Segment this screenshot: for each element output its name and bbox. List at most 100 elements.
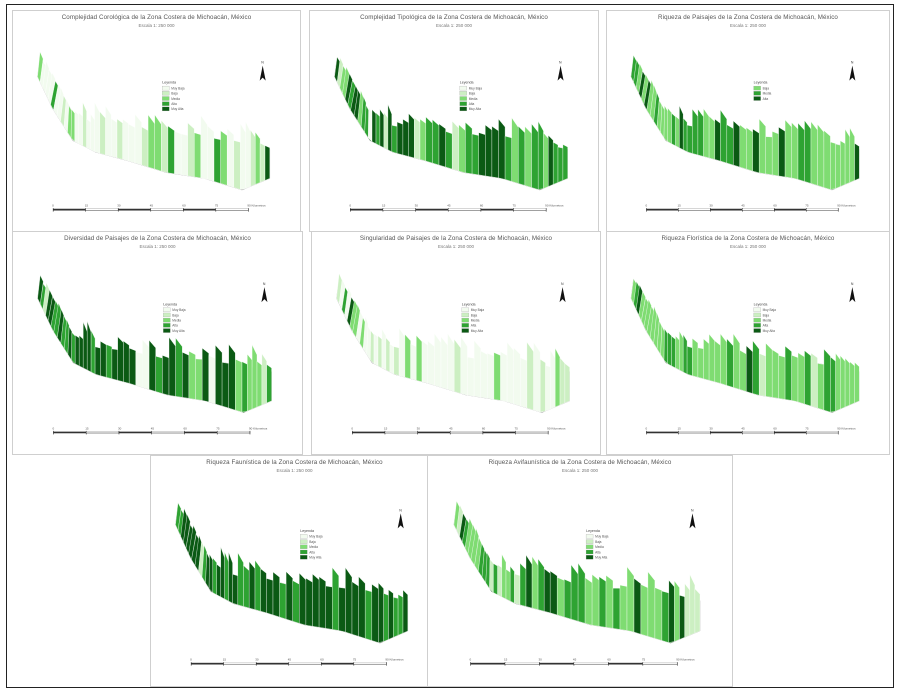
- scale-bar-label: 15: [223, 658, 227, 662]
- scale-bar: 0 15 30 45 60 75 90 Kilometros: [52, 426, 268, 435]
- landscape-unit: [245, 121, 251, 189]
- legend-swatch: [585, 534, 594, 539]
- landscape-unit: [674, 580, 680, 642]
- landscape-unit: [564, 579, 572, 620]
- landscape-unit: [497, 564, 502, 598]
- legend-item-label: Muy Alta: [309, 556, 321, 560]
- landscape-unit: [823, 130, 831, 190]
- legend-swatch: [461, 312, 469, 318]
- landscape-unit: [854, 143, 860, 181]
- landscape-unit: [122, 118, 129, 162]
- landscape-unit: [591, 574, 600, 627]
- north-arrow-shape: [559, 287, 566, 303]
- landscape-unit: [726, 338, 734, 388]
- landscape-unit: [835, 352, 841, 412]
- landscape-unit: [493, 352, 501, 401]
- legend-item-label: Media: [595, 545, 604, 549]
- landscape-unit: [605, 575, 614, 629]
- landscape-unit: [540, 358, 546, 413]
- landscape-unit: [365, 589, 372, 641]
- landscape-unit: [823, 348, 831, 413]
- landscape-unit: [498, 118, 506, 180]
- scale-bar-label: 45: [447, 204, 451, 208]
- legend-swatch: [753, 307, 761, 312]
- legend-swatch: [461, 318, 469, 323]
- scale-bar-segment: [184, 431, 218, 434]
- legend-item-label: Media: [309, 545, 318, 549]
- landscape-unit: [501, 554, 507, 600]
- landscape-unit: [778, 355, 786, 400]
- landscape-unit: [182, 351, 190, 399]
- landscape-unit: [79, 335, 84, 369]
- north-arrow-icon: N: [397, 508, 404, 529]
- legend-title: Leyenda: [460, 81, 474, 85]
- scale-bar-label: 90 Kilometros: [547, 426, 566, 430]
- map-panel-riqueza-floristica: Riqueza Florística de la Zona Costera de…: [606, 231, 890, 455]
- scale-bar-segment: [646, 431, 679, 434]
- scale-bar-segment: [642, 662, 678, 665]
- landscape-unit: [739, 124, 747, 170]
- landscape-unit: [251, 344, 258, 410]
- landscape-unit: [679, 331, 684, 373]
- landscape-unit: [279, 582, 287, 620]
- landscape-unit: [106, 344, 113, 379]
- landscape-unit: [216, 563, 221, 598]
- north-label: N: [691, 508, 694, 512]
- landscape-unit: [746, 345, 753, 394]
- landscape-unit: [557, 577, 565, 618]
- landscape-unit: [538, 121, 544, 190]
- map-panel-diversidad-paisajes: Diversidad de Paisajes de la Zona Coster…: [12, 231, 303, 455]
- landscape-unit: [544, 568, 551, 614]
- north-arrow-shape: [689, 513, 696, 529]
- landscape-unit: [332, 566, 339, 631]
- landscape-unit: [791, 354, 799, 403]
- north-arrow-icon: N: [559, 282, 566, 303]
- legend-title: Leyenda: [754, 81, 768, 85]
- landscape-unit: [692, 108, 699, 156]
- scale-bar-segment: [217, 431, 251, 434]
- scale-bar-label: 90 Kilometros: [676, 658, 695, 662]
- landscape-unit: [733, 333, 740, 390]
- north-arrow-shape: [397, 513, 404, 529]
- landscape-unit: [440, 336, 448, 390]
- landscape-unit: [200, 114, 208, 180]
- landscape-unit: [434, 333, 442, 388]
- map-scale-text: Escala 1: 250 000: [138, 23, 175, 28]
- landscape-unit: [784, 119, 792, 179]
- landscape-unit: [557, 146, 564, 183]
- landscape-unit: [416, 335, 423, 383]
- north-arrow-shape: [261, 287, 268, 303]
- scale-bar-label: 15: [382, 204, 386, 208]
- scale-bar-label: 30: [118, 426, 122, 430]
- landscape-unit: [188, 350, 196, 400]
- landscape-unit: [686, 346, 693, 376]
- landscape-unit: [215, 344, 223, 407]
- legend-swatch: [461, 328, 469, 333]
- landscape-unit: [266, 364, 272, 404]
- legend-item-label: Muy Baja: [595, 535, 609, 539]
- scale-bar-segment: [417, 431, 451, 434]
- scale-bar-segment: [470, 662, 506, 665]
- landscape-unit: [402, 118, 409, 157]
- scale-bar-segment: [539, 662, 575, 665]
- landscape-unit: [208, 355, 216, 405]
- landscape-unit: [784, 345, 792, 401]
- scale-bar-segment: [86, 431, 120, 434]
- landscape-unit: [679, 105, 684, 150]
- landscape-unit: [708, 115, 715, 160]
- map-scale-text: Escala 1: 250 000: [561, 468, 599, 473]
- legend-item-label: Muy Baja: [469, 86, 483, 90]
- figure-frame: Complejidad Corológica de la Zona Coster…: [6, 4, 894, 688]
- scale-bar-segment: [608, 662, 643, 665]
- landscape-unit: [383, 593, 389, 642]
- landscape-unit: [123, 340, 130, 384]
- landscape-unit: [513, 347, 521, 407]
- legend-item-label: Muy Baja: [172, 308, 186, 312]
- landscape-unit: [689, 574, 696, 636]
- legend-item-label: Muy Alta: [469, 107, 481, 111]
- landscape-unit: [460, 335, 468, 396]
- north-arrow-icon: N: [849, 61, 856, 81]
- landscape-unit: [458, 124, 466, 174]
